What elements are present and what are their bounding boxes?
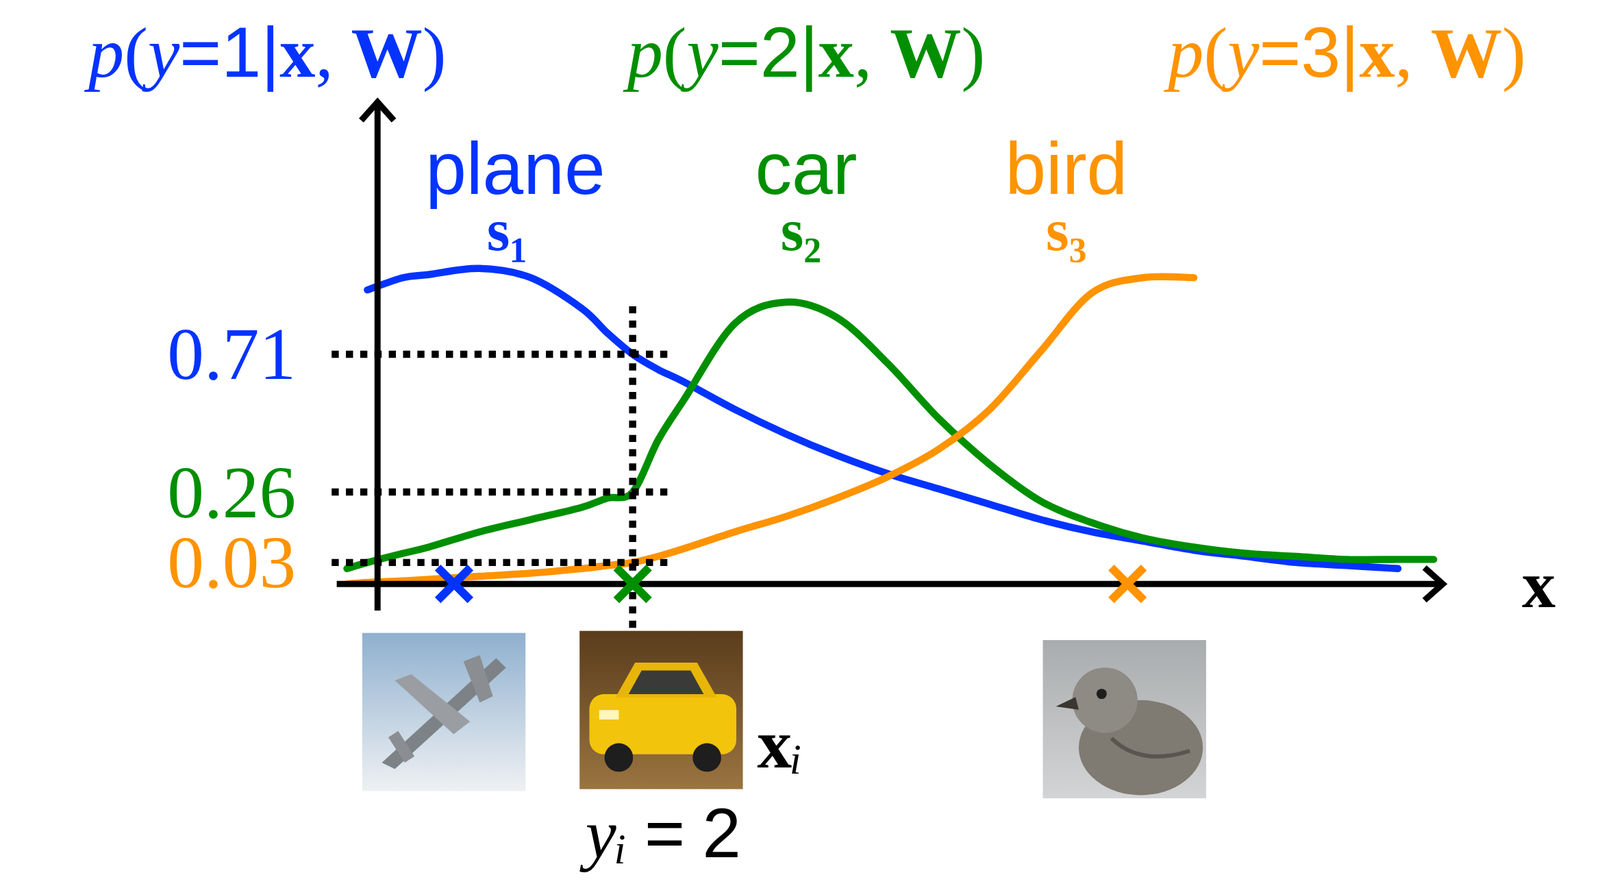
series-title: p(y=2|x, W) <box>622 12 985 93</box>
text-part: x <box>818 13 855 93</box>
text-part: = <box>1258 12 1301 92</box>
series-title: p(y=3|x, W) <box>1163 12 1526 93</box>
text-part: x <box>279 13 316 93</box>
text-part <box>627 795 645 872</box>
text-part <box>332 13 351 93</box>
text-part: y <box>579 795 618 872</box>
image-frame <box>362 632 526 792</box>
score-label: s₁ <box>486 197 529 264</box>
car-wheel <box>604 743 634 772</box>
score-label: s₃ <box>1045 197 1087 264</box>
text-part: = <box>718 12 761 92</box>
text-part: ) <box>960 13 985 93</box>
text-part: , <box>315 13 333 93</box>
car-window <box>628 669 705 694</box>
plane-wing <box>463 654 494 703</box>
tick-label: 0.03 <box>167 521 296 603</box>
sample-image <box>1043 639 1207 798</box>
query-class-label: yᵢ = 2 <box>579 793 742 872</box>
sample-image <box>362 632 526 792</box>
text-part: y <box>141 13 181 93</box>
bird-feather <box>1111 737 1190 757</box>
car-wheel <box>692 743 722 772</box>
score-label: s₂ <box>780 197 822 264</box>
text-part: W <box>889 13 961 93</box>
text-part: y <box>680 13 720 93</box>
text-part: ( <box>663 13 687 93</box>
sample-point <box>616 567 650 600</box>
series-title: p(y=1|x, W) <box>83 12 446 93</box>
text-part: ᵢ <box>791 705 803 783</box>
curve <box>347 276 1195 585</box>
text-part: y <box>1221 13 1260 93</box>
chart: p(y=1|x, W)planes₁p(y=2|x, W)cars₂p(y=3|… <box>0 0 1600 886</box>
text-part: , <box>854 13 872 93</box>
text-part: = <box>179 12 222 92</box>
bird-beak <box>1056 696 1079 709</box>
curve <box>347 302 1435 569</box>
plane-wing <box>395 673 471 735</box>
text-part: 1 <box>221 12 261 92</box>
grid-line <box>331 558 669 566</box>
y-axis-arrow <box>360 102 394 121</box>
image-frame <box>1043 639 1207 798</box>
text-part <box>871 13 890 93</box>
text-part: ᵢ <box>616 795 628 872</box>
text-part: p <box>622 13 664 93</box>
text-part: W <box>1430 13 1503 93</box>
text-part: ( <box>1203 13 1228 93</box>
text-part <box>684 795 703 872</box>
image-frame <box>579 630 743 790</box>
car-roof <box>615 662 718 698</box>
text-part: p <box>83 13 124 93</box>
text-part: x <box>1358 13 1395 93</box>
text-part: | <box>1340 12 1359 92</box>
plane-tail <box>388 730 415 763</box>
text-part: ( <box>123 13 148 93</box>
text-part: , <box>1395 13 1414 93</box>
grid-line <box>331 350 669 358</box>
sample-point <box>1110 567 1144 600</box>
query-label: xᵢ <box>756 705 803 783</box>
text-part: p <box>1163 13 1204 93</box>
car-light <box>599 709 620 720</box>
x-axis <box>336 580 1442 587</box>
grid-line <box>331 488 669 496</box>
sample-point <box>437 567 471 600</box>
x-axis-arrow <box>1424 567 1444 600</box>
text-part: x <box>756 705 792 783</box>
curves <box>347 268 1435 584</box>
text-part: = <box>644 793 685 872</box>
text-part <box>1413 13 1431 93</box>
sample-image <box>579 630 743 790</box>
bird-eye <box>1096 688 1107 699</box>
text-part: 2 <box>702 793 742 872</box>
text-part: ) <box>1502 13 1527 93</box>
text-part: W <box>351 13 423 93</box>
text-part: | <box>800 12 819 92</box>
text-part: ) <box>422 13 447 93</box>
bird-head <box>1071 667 1137 733</box>
axis-title: x <box>1521 546 1556 622</box>
text-part: 2 <box>760 12 800 92</box>
y-axis <box>374 104 381 611</box>
tick-label: 0.26 <box>167 451 296 533</box>
plane-body <box>381 658 506 770</box>
text-part: | <box>260 12 280 92</box>
text-part: 3 <box>1300 12 1341 92</box>
tick-label: 0.71 <box>167 313 296 395</box>
